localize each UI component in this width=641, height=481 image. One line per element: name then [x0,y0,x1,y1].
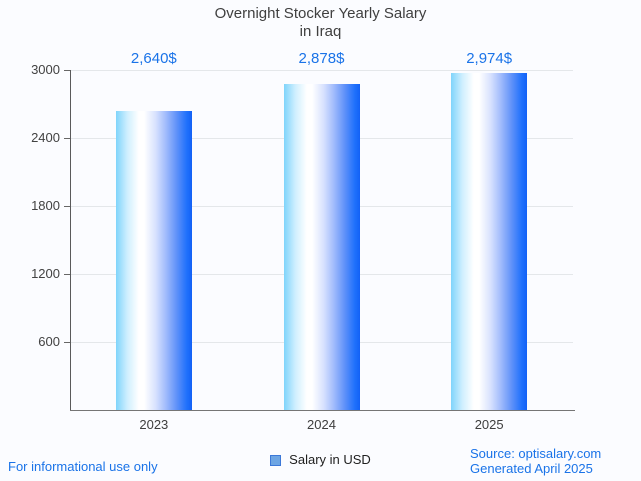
y-tickmark [64,70,70,71]
bar-value-label: 2,878$ [298,50,345,67]
chart-title-line2: in Iraq [299,23,342,40]
bar-2025[interactable] [451,72,528,410]
gridline [70,70,573,71]
bar-2023[interactable] [115,110,192,410]
x-axis-label: 2025 [474,417,504,432]
generated-text: Generated April 2025 [470,461,593,476]
y-axis-label: 2400 [31,130,60,145]
source-text: Source: optisalary.com [470,446,602,461]
legend-label: Salary in USD [289,452,371,467]
chart-title-line1: Overnight Stocker Yearly Salary [214,5,427,22]
source-block: Source: optisalary.com Generated April 2… [470,446,601,476]
x-axis-line [70,410,575,411]
y-tickmark [64,138,70,139]
legend-swatch-icon [270,454,282,466]
disclaimer-text: For informational use only [8,459,158,474]
chart-title: Overnight Stocker Yearly Salary in Iraq [0,5,641,41]
y-tickmark [64,206,70,207]
y-axis-label: 1200 [31,266,60,281]
y-axis-label: 600 [38,334,60,349]
x-axis-label: 2024 [307,417,336,432]
y-axis-label: 3000 [31,62,60,77]
y-axis-label: 1800 [31,198,60,213]
bar-value-label: 2,640$ [130,50,177,67]
bar-value-label: 2,974$ [466,50,513,67]
y-tickmark [64,342,70,343]
y-tickmark [64,274,70,275]
y-axis-line [70,70,71,410]
legend[interactable]: Salary in USD [0,452,641,468]
x-axis-label: 2023 [139,417,169,432]
bar-2024[interactable] [283,83,360,410]
